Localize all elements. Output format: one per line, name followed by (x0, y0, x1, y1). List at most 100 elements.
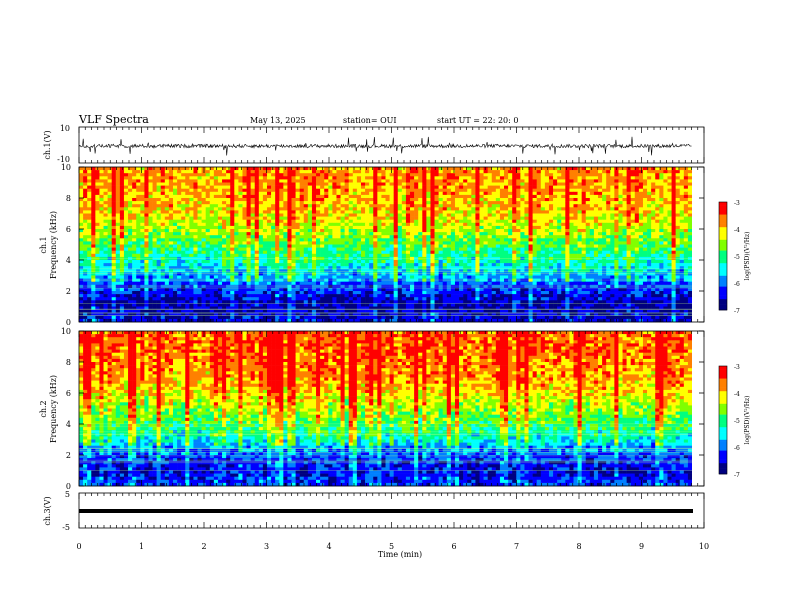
spectrogram-cell (401, 225, 407, 230)
spectrogram-cell (107, 210, 112, 214)
spectrogram-cell (295, 188, 300, 193)
spectrogram-cell (499, 179, 505, 183)
spectrogram-cell (463, 185, 468, 189)
spectrogram-cell (405, 244, 411, 248)
spectrogram-cell (479, 235, 484, 239)
spectrogram-cell (463, 204, 468, 208)
spectrogram-cell (593, 260, 599, 264)
spectrogram-cell (512, 266, 517, 270)
spectrogram-cell (177, 247, 182, 251)
spectrogram-cell (557, 219, 562, 224)
spectrogram-cell (491, 222, 497, 227)
spectrogram-cell (299, 167, 305, 171)
spectrogram-cell (426, 210, 431, 214)
spectrogram-cell (679, 219, 685, 224)
spectrogram-cell (671, 182, 676, 186)
spectrogram-cell (217, 269, 223, 273)
spectrogram-cell (291, 238, 296, 242)
spectrogram-cell (103, 263, 108, 267)
spectrogram-cell (234, 173, 239, 177)
spectrogram-cell (679, 210, 685, 214)
spectrogram-cell (459, 229, 464, 233)
spectrogram-cell (528, 216, 533, 220)
spectrogram-cell (593, 185, 599, 189)
spectrogram-cell (320, 198, 325, 202)
spectrogram-cell (614, 216, 619, 220)
ch1-waveform-line (78, 136, 692, 156)
spectrogram-cell (209, 167, 215, 171)
spectrogram-cell (626, 247, 631, 251)
spectrogram-cell (589, 201, 595, 205)
spectrogram-cell (144, 207, 149, 211)
spectrogram-cell (140, 179, 145, 183)
spectrogram-cell (115, 216, 121, 220)
spectrogram-cell (508, 216, 513, 220)
spectrogram-cell (369, 238, 374, 242)
spectrogram-cell (642, 250, 648, 255)
spectrogram-cell (475, 176, 480, 180)
spectrogram-cell (107, 260, 112, 264)
spectrogram-cell (328, 191, 333, 196)
spectrogram-cell (279, 216, 284, 220)
spectrogram-cell (557, 179, 562, 183)
spectrogram-cell (111, 235, 117, 239)
spectrogram-cell (381, 170, 386, 174)
spectrogram-cell (667, 185, 672, 189)
spectrogram-cell (671, 250, 676, 255)
spectrogram-cell (475, 247, 480, 251)
spectrogram-cell (316, 263, 321, 267)
spectrogram-cell (316, 185, 321, 189)
spectrogram-cell (495, 191, 501, 196)
spectrogram-cell (438, 191, 444, 196)
spectrogram-cell (217, 238, 223, 242)
spectrogram-cell (504, 232, 509, 236)
spectrogram-cell (316, 191, 321, 196)
spectrogram-cell (91, 188, 96, 193)
spectrogram-cell (647, 232, 652, 236)
spectrogram-cell (156, 179, 162, 183)
spectrogram-cell (377, 247, 382, 251)
spectrogram-cell (291, 176, 296, 180)
spectrogram-cell (222, 191, 227, 196)
spectrogram-cell (614, 188, 619, 193)
spectrogram-cell (201, 238, 206, 242)
spectrogram-cell (508, 191, 513, 196)
spectrogram-cell (467, 201, 472, 205)
spectrogram-cell (254, 191, 260, 196)
spectrogram-cell (377, 244, 382, 248)
spectrogram-cell (201, 269, 206, 273)
spectrogram-cell (193, 241, 198, 245)
spectrogram-cell (655, 204, 660, 208)
spectrogram-cell (479, 194, 484, 199)
spectrogram-cell (589, 241, 595, 245)
spectrogram-cell (467, 250, 472, 255)
spectrogram-cell (91, 213, 96, 217)
spectrogram-cell (634, 191, 640, 196)
spectrogram-cell (679, 241, 685, 245)
spectrogram-cell (561, 263, 566, 267)
spectrogram-cell (679, 263, 685, 267)
spectrogram-cell (201, 222, 206, 227)
spectrogram-cell (132, 194, 137, 199)
spectrogram-cell (160, 266, 166, 270)
spectrogram-cell (258, 176, 264, 180)
spectrogram-cell (389, 194, 394, 199)
spectrogram-cell (230, 188, 235, 193)
spectrogram-cell (197, 247, 202, 251)
spectrogram-cell (557, 229, 562, 233)
spectrogram-cell (405, 182, 411, 186)
spectrogram-cell (520, 235, 525, 239)
spectrogram-cell (87, 219, 92, 224)
spectrogram-cell (119, 194, 125, 199)
spectrogram-cell (348, 216, 354, 220)
spectrogram-cell (340, 235, 345, 239)
spectrogram-cell (528, 210, 533, 214)
spectrogram-cell (479, 260, 484, 264)
spectrogram-cell (258, 235, 264, 239)
spectrogram-cell (226, 260, 231, 264)
spectrogram-cell (647, 210, 652, 214)
spectrogram-cell (504, 207, 509, 211)
spectrogram-cell (528, 188, 533, 193)
spectrogram-cell (111, 191, 117, 196)
spectrogram-cell (320, 173, 325, 177)
